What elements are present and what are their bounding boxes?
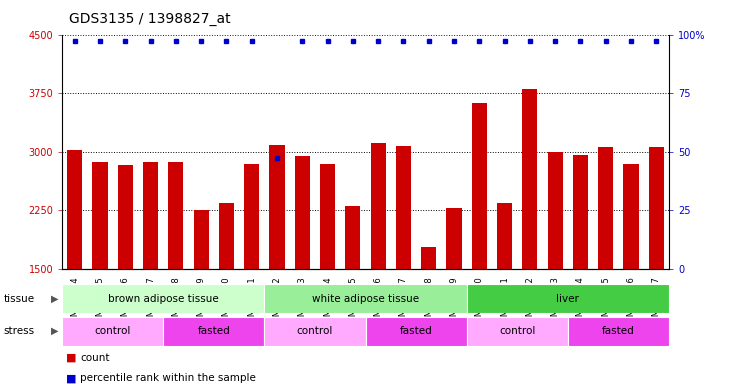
Bar <box>568 317 669 346</box>
Bar <box>320 164 335 384</box>
Bar <box>371 143 386 384</box>
Bar <box>624 164 638 384</box>
Bar <box>395 146 411 384</box>
Bar <box>118 165 133 384</box>
Text: control: control <box>94 326 131 336</box>
Text: tissue: tissue <box>4 293 35 304</box>
Bar <box>648 147 664 384</box>
Bar <box>447 208 461 384</box>
Bar <box>466 317 568 346</box>
Bar <box>168 162 183 384</box>
Bar <box>598 147 613 384</box>
Bar <box>270 145 284 384</box>
Bar <box>67 150 83 384</box>
Text: white adipose tissue: white adipose tissue <box>312 293 419 304</box>
Bar <box>194 210 209 384</box>
Text: percentile rank within the sample: percentile rank within the sample <box>80 373 257 383</box>
Text: GDS3135 / 1398827_at: GDS3135 / 1398827_at <box>69 12 231 25</box>
Bar <box>244 164 260 384</box>
Bar <box>219 203 234 384</box>
Text: ■: ■ <box>66 373 76 383</box>
Bar <box>366 317 466 346</box>
Bar <box>522 89 537 384</box>
Bar <box>163 317 265 346</box>
Text: fasted: fasted <box>400 326 433 336</box>
Bar <box>573 155 588 384</box>
Text: stress: stress <box>4 326 35 336</box>
Bar <box>62 284 265 313</box>
Bar <box>548 152 563 384</box>
Bar <box>265 284 466 313</box>
Bar <box>466 284 669 313</box>
Text: control: control <box>499 326 535 336</box>
Text: ▶: ▶ <box>51 326 58 336</box>
Text: liver: liver <box>556 293 579 304</box>
Text: ■: ■ <box>66 353 76 363</box>
Text: ▶: ▶ <box>51 293 58 304</box>
Text: fasted: fasted <box>197 326 230 336</box>
Text: count: count <box>80 353 110 363</box>
Bar <box>143 162 158 384</box>
Bar <box>471 103 487 384</box>
Bar <box>295 156 310 384</box>
Text: control: control <box>297 326 333 336</box>
Text: brown adipose tissue: brown adipose tissue <box>108 293 219 304</box>
Bar <box>497 203 512 384</box>
Bar <box>421 247 436 384</box>
Text: fasted: fasted <box>602 326 635 336</box>
Bar <box>345 205 360 384</box>
Bar <box>92 162 107 384</box>
Bar <box>265 317 366 346</box>
Bar <box>62 317 163 346</box>
